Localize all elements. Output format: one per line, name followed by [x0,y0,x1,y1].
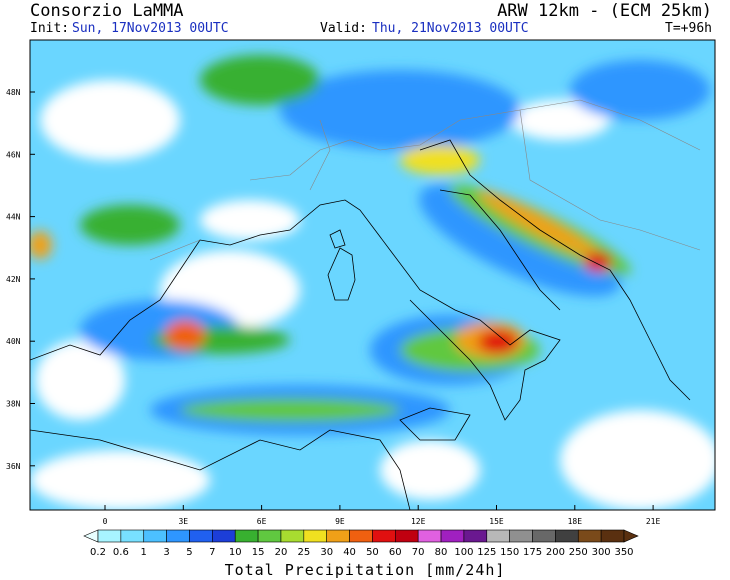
colorbar-label: 125 [477,547,496,558]
colorbar-title: Total Precipitation [mm/24h] [225,561,506,579]
colorbar-cell [463,529,488,543]
colorbar-label: 1 [141,547,147,558]
borders [149,99,701,261]
lon-label: 3E [178,517,188,526]
lon-label: 6E [257,517,267,526]
graticule-labels: 48N 46N 44N 42N 40N 38N 36N 0 3E 6E 9E 12E 15E 18E 21E [6,88,661,526]
colorbar-label: 80 [435,547,448,558]
colorbar-label: 20 [275,547,288,558]
colorbar-cell [212,529,236,543]
colorbar-label: 3 [163,547,169,558]
title: Consorzio LaMMA [30,1,184,21]
colorbar-cell [234,529,259,543]
colorbar-cell [417,529,442,543]
lon-label: 9E [335,517,345,526]
lat-label: 38N [6,400,21,409]
colorbar-cell [532,529,556,543]
colorbar-cell [600,529,625,543]
colorbar-label: 250 [569,547,588,558]
colorbar-arrow-low [83,529,99,543]
colorbar-label: 15 [252,547,265,558]
colorbar-label: 50 [366,547,379,558]
colorbar-arrow-high [623,529,639,543]
colorbar-label: 25 [297,547,310,558]
colorbar-label: 40 [343,547,356,558]
colorbar-cell [326,529,350,543]
colorbar-label: 5 [186,547,192,558]
colorbar-label: 200 [546,547,565,558]
colorbar-cell [349,529,373,543]
colorbar-cell [395,529,419,543]
init-time: Sun, 17Nov2013 00UTC [72,21,229,36]
valid-label: Valid: [320,21,367,36]
colorbar-label: 30 [320,547,333,558]
lat-label: 44N [6,213,21,222]
lon-label: 21E [646,517,661,526]
map-frame [29,39,716,511]
precip-field [30,40,715,510]
colorbar-label: 0.6 [113,547,129,558]
lat-label: 46N [6,150,21,159]
colorbar-label: 350 [614,547,633,558]
lon-label: 15E [489,517,504,526]
colorbar-cell [509,529,533,543]
colorbar-cell [372,529,396,543]
model-label: ARW 12km - (ECM 25km) [497,1,712,21]
colorbar-cell [257,529,282,543]
colorbar-cell [486,529,510,543]
colorbar-cell [189,529,213,543]
lon-label: 18E [568,517,583,526]
colorbar: 0.2 0.6 1 3 5 7 10 15 20 25 30 40 50 60 70 80 100 125 150 1… [83,529,639,558]
colorbar-cell [143,529,167,543]
coastlines [30,139,691,510]
init-label: Init: [30,21,69,36]
lead-time: T=+96h [665,21,712,36]
colorbar-cell [555,529,579,543]
lat-label: 42N [6,275,21,284]
lat-label: 48N [6,88,21,97]
colorbar-label: 150 [500,547,519,558]
colorbar-cell [120,529,145,543]
colorbar-cell [440,529,465,543]
lon-label: 0 [103,517,108,526]
lat-label: 36N [6,462,21,471]
colorbar-label: 10 [229,547,242,558]
colorbar-label: 0.2 [90,547,106,558]
colorbar-label: 70 [412,547,425,558]
colorbar-label: 175 [523,547,542,558]
lat-label: 40N [6,337,21,346]
valid-time: Thu, 21Nov2013 00UTC [372,21,529,36]
colorbar-cell [97,529,122,543]
colorbar-label: 60 [389,547,402,558]
colorbar-label: 300 [592,547,611,558]
colorbar-label: 7 [209,547,215,558]
colorbar-cell [166,529,190,543]
colorbar-cell [577,529,602,543]
colorbar-cell [303,529,327,543]
colorbar-label: 100 [454,547,473,558]
lon-label: 12E [411,517,426,526]
colorbar-cell [280,529,305,543]
